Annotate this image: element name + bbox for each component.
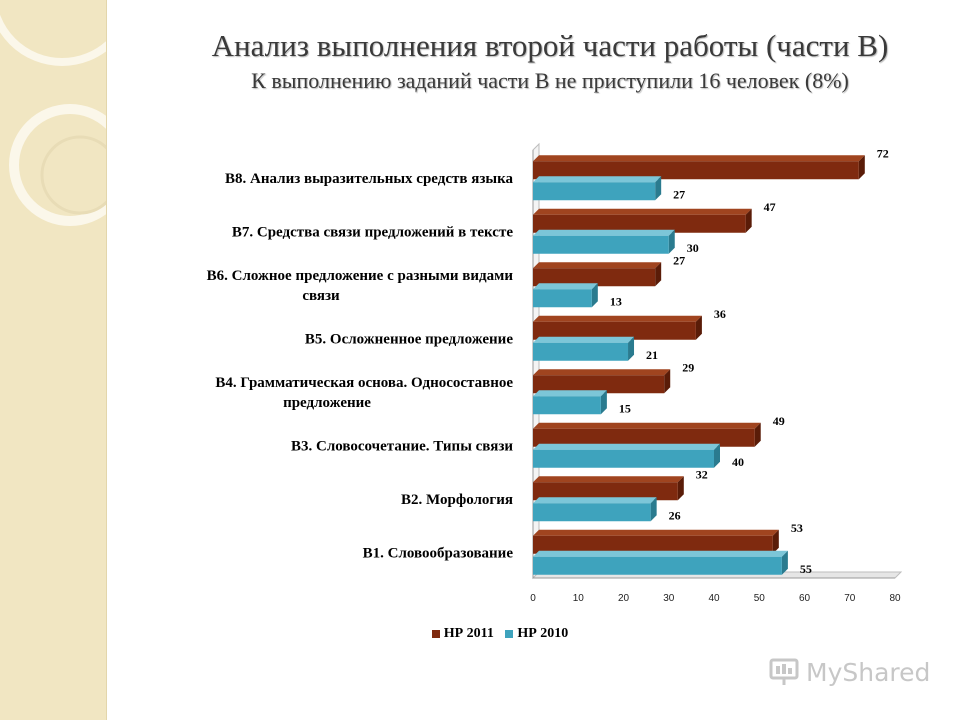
bar-side-s1	[745, 208, 752, 233]
data-label-s1: 49	[773, 414, 785, 428]
decorative-circles	[0, 14, 106, 226]
bar-top-s2	[533, 390, 607, 397]
data-label-s2: 15	[619, 401, 631, 415]
bar-top-s1	[533, 476, 684, 483]
legend-item-series-2: НР 2010	[505, 626, 568, 642]
data-label-s1: 27	[673, 253, 685, 267]
bar-top-s1	[533, 369, 671, 376]
category-label: В6. Сложное предложение с разными видами	[207, 268, 514, 284]
bar-s2	[533, 503, 651, 522]
data-label-s2: 55	[800, 562, 812, 576]
presentation-icon	[769, 658, 799, 685]
category-label: В2. Морфология	[401, 492, 513, 508]
category-label: связи	[302, 288, 340, 304]
data-label-s1: 32	[696, 467, 708, 481]
legend-label-series-1: НР 2011	[443, 626, 494, 641]
bar-side-s2	[714, 443, 720, 468]
bar-top-s2	[533, 229, 675, 236]
bar-top-s1	[533, 155, 865, 162]
bar-top-s1	[533, 529, 779, 536]
category-label: В3. Словосочетание. Типы связи	[291, 438, 513, 454]
bar-side-s2	[600, 390, 607, 415]
decorative-side-band	[0, 0, 107, 720]
bar-s1	[533, 535, 773, 554]
data-label-s2: 26	[669, 508, 681, 522]
watermark: MyShared	[768, 656, 930, 688]
category-label: В1. Словообразование	[363, 545, 514, 561]
bar-s2	[533, 235, 669, 254]
bar-s2	[533, 182, 656, 201]
bar-s1	[533, 161, 859, 180]
x-tick-label: 0	[530, 593, 536, 604]
x-tick-label: 60	[799, 593, 811, 604]
legend-label-series-2: НР 2010	[517, 626, 569, 641]
bar-top-s2	[533, 176, 662, 183]
legend-item-series-1: НР 2011	[431, 626, 494, 642]
bar-side-s1	[858, 155, 865, 180]
data-label-s2: 40	[732, 455, 744, 469]
data-label-s2: 27	[673, 187, 685, 201]
bar-side-s2	[628, 336, 635, 361]
bar-s2	[533, 342, 629, 361]
bar-s1	[533, 268, 656, 287]
bar-top-s2	[533, 443, 720, 450]
bar-side-s1	[695, 315, 702, 340]
bar-s1	[533, 428, 755, 447]
bar-s1	[533, 214, 746, 233]
bar-s2	[533, 396, 601, 415]
bar-top-s2	[533, 497, 657, 504]
bar-s1	[533, 482, 678, 501]
data-label-s2: 13	[610, 294, 622, 308]
bar-s2	[533, 556, 782, 575]
bar-top-s2	[533, 336, 635, 343]
category-label: В7. Средства связи предложений в тексте	[232, 224, 513, 240]
bar-side-s1	[664, 369, 671, 394]
data-label-s1: 53	[791, 521, 803, 535]
x-tick-label: 80	[889, 593, 901, 604]
bar-side-s2	[591, 283, 598, 308]
category-label: предложение	[283, 395, 371, 411]
x-tick-label: 50	[754, 593, 766, 604]
bar-side-s2	[655, 176, 662, 201]
bar-s2	[533, 289, 592, 308]
bar-s1	[533, 321, 696, 340]
x-tick-label: 40	[708, 593, 720, 604]
bar-s2	[533, 449, 714, 468]
bar-side-s1	[677, 476, 684, 501]
bar-top-s1	[533, 262, 662, 269]
category-label: В5. Осложненное предложение	[305, 331, 513, 347]
x-tick-label: 70	[844, 593, 856, 604]
bar-side-s1	[655, 262, 662, 287]
data-label-s2: 30	[687, 241, 699, 255]
bar-side-s2	[668, 229, 675, 254]
bar-top-s1	[533, 315, 702, 322]
watermark-text: MyShared	[806, 657, 931, 687]
bar-top-s2	[533, 550, 788, 557]
data-label-s1: 29	[682, 360, 694, 374]
data-label-s1: 36	[714, 307, 726, 321]
data-label-s1: 72	[877, 146, 889, 160]
legend: НР 2011 НР 2010	[0, 626, 960, 643]
category-label: В4. Грамматическая основа. Односоставное	[215, 375, 513, 391]
bar-s1	[533, 375, 665, 394]
x-tick-label: 30	[663, 593, 675, 604]
bar-top-s1	[533, 208, 752, 215]
bar-side-s1	[772, 529, 779, 554]
chart-subtitle: К выполнению заданий части В не приступи…	[251, 68, 849, 93]
chart-title: Анализ выполнения второй части работы (ч…	[211, 28, 889, 63]
bar-top-s1	[533, 422, 761, 429]
data-label-s1: 47	[764, 200, 776, 214]
x-tick-label: 20	[618, 593, 630, 604]
data-label-s2: 21	[646, 348, 658, 362]
legend-swatch-series-2	[505, 630, 514, 638]
bar-side-s2	[650, 497, 657, 522]
legend-swatch-series-1	[431, 630, 440, 638]
category-label: В8. Анализ выразительных средств языка	[225, 171, 513, 187]
bar-side-s2	[781, 550, 788, 575]
x-tick-label: 10	[573, 593, 585, 604]
bar-top-s2	[533, 283, 598, 290]
bar-side-s1	[754, 422, 761, 447]
